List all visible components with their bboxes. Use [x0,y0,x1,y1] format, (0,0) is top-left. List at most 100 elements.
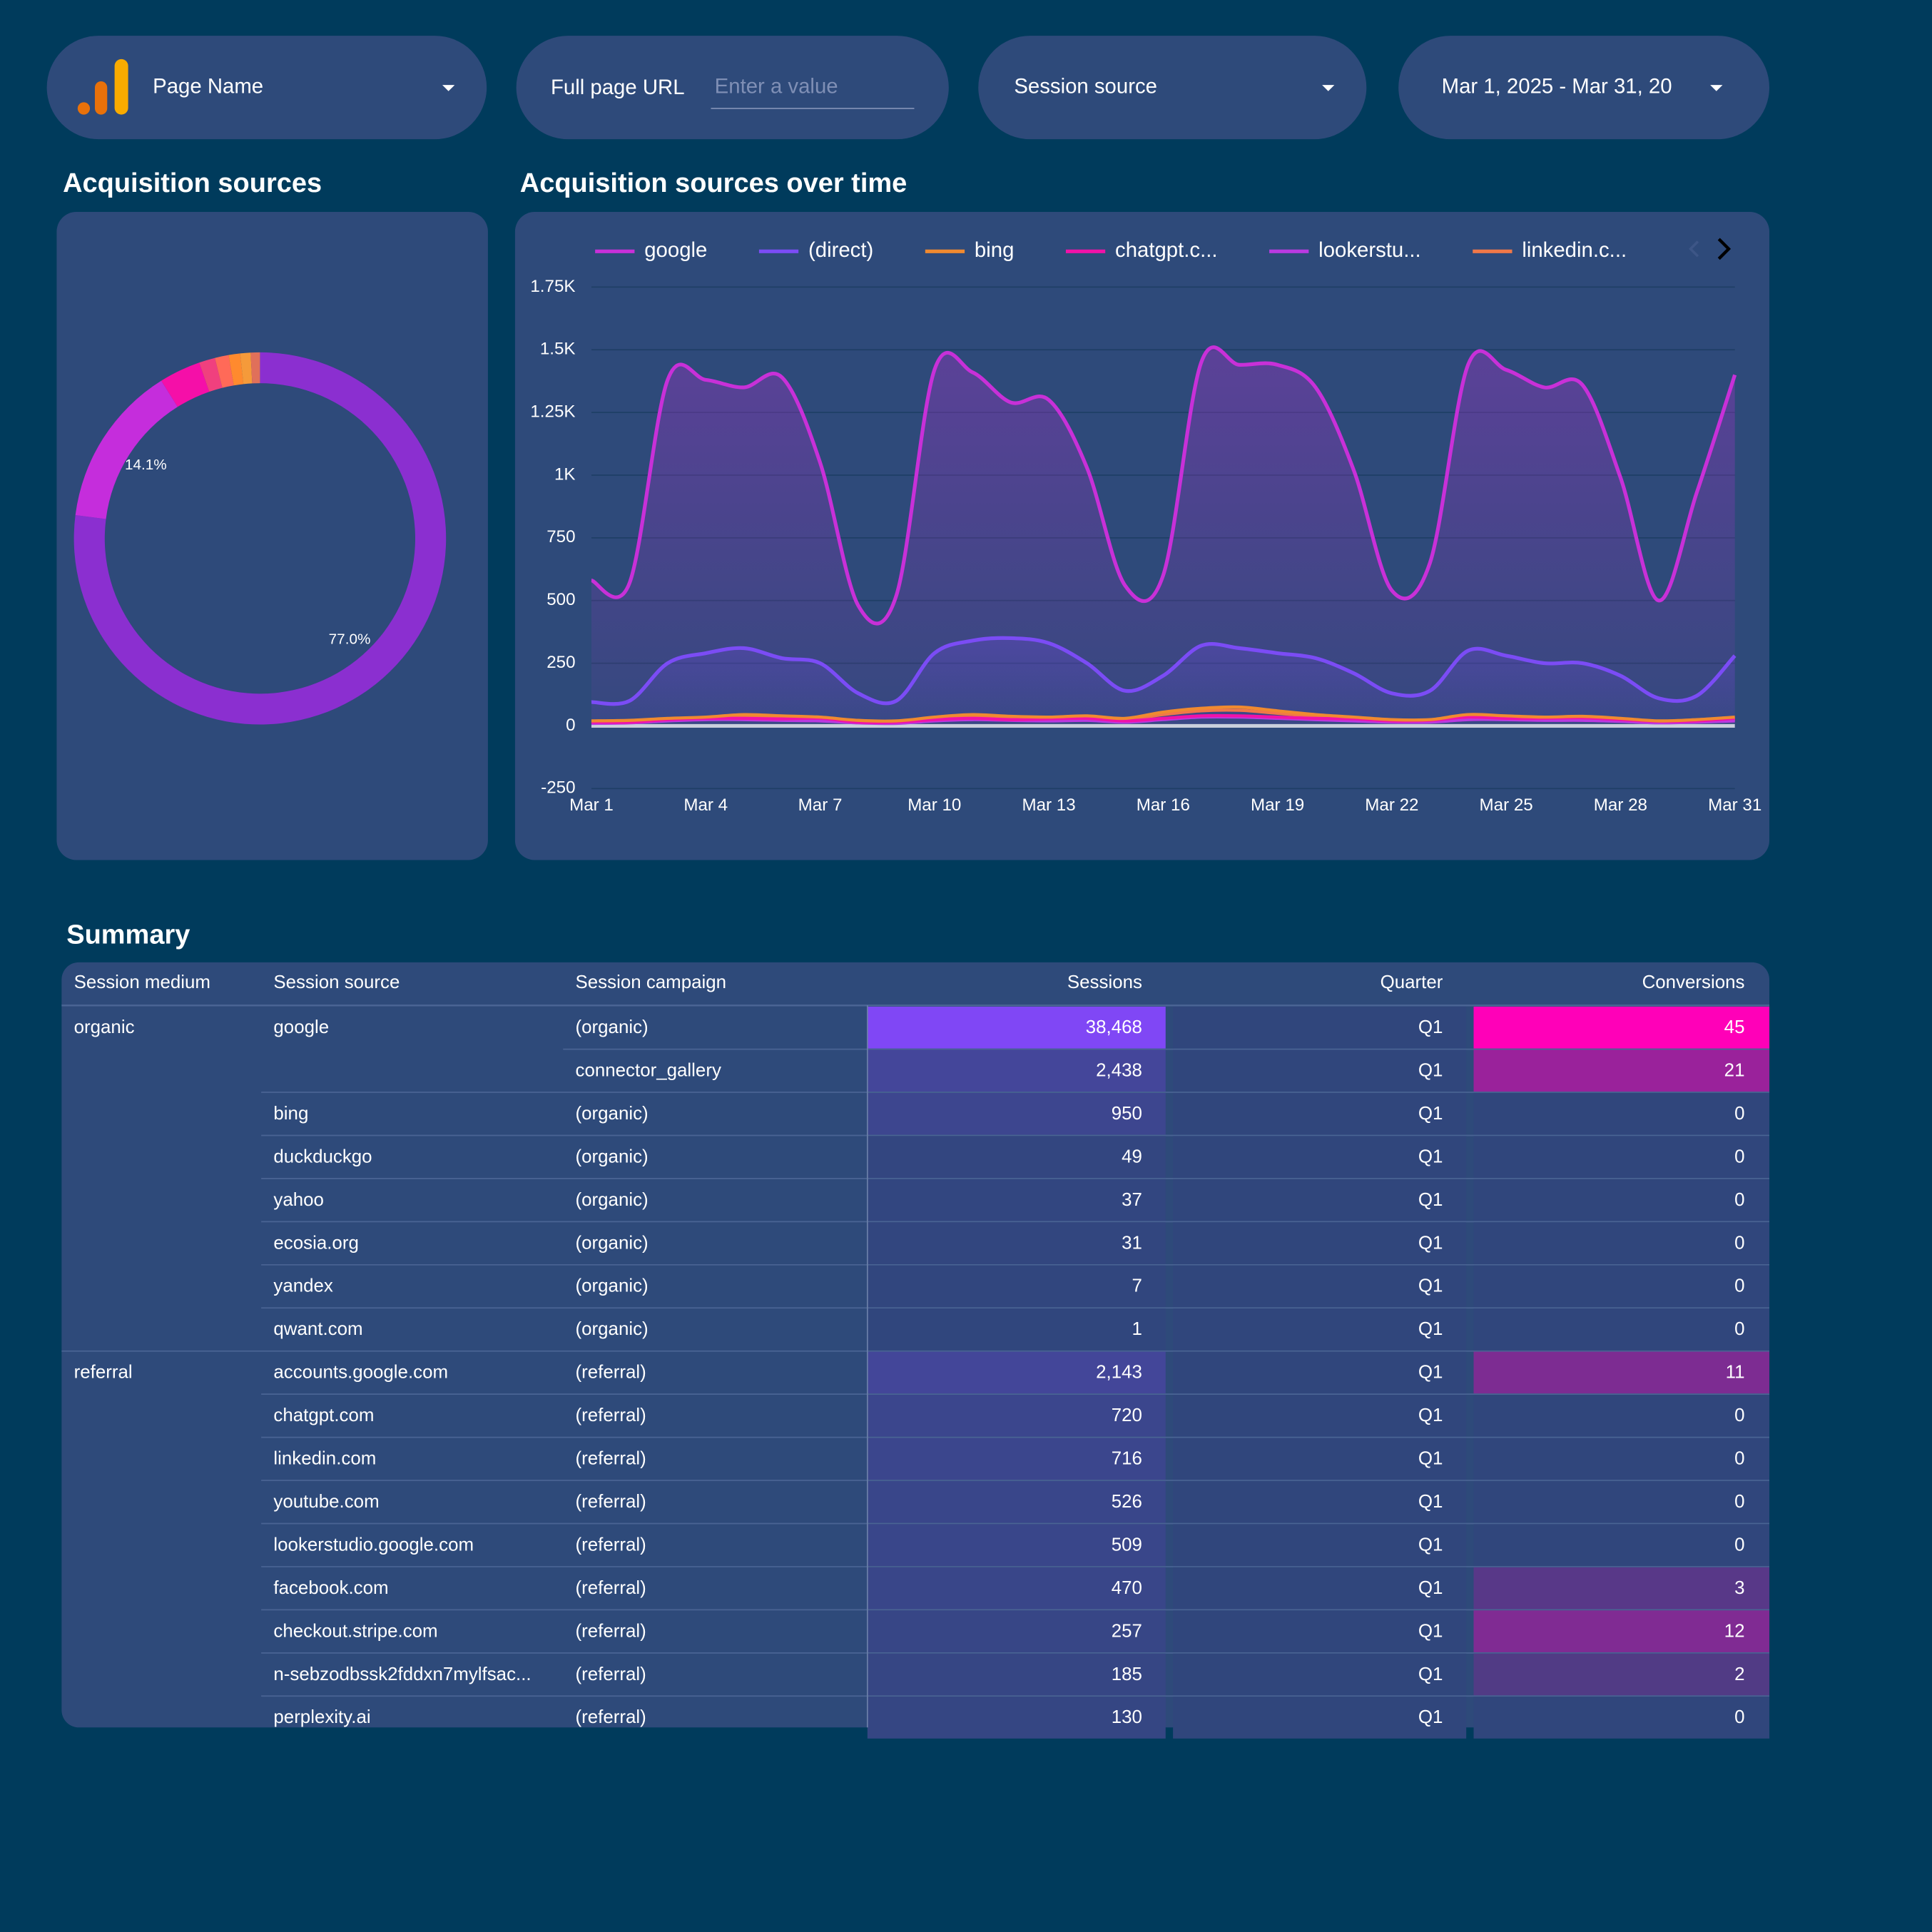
quarter-cell [1173,1222,1467,1264]
table-cell: (organic) [576,1276,649,1296]
table-cell: 0 [1734,1707,1744,1727]
table-cell: lookerstudio.google.com [273,1535,474,1555]
table-cell: (referral) [576,1363,646,1383]
sessions-cell [867,1006,1166,1049]
x-tick-label: Mar 25 [1480,795,1533,815]
chart-title: Acquisition sources over time [520,168,907,198]
sessions-cell [867,1049,1166,1092]
y-tick-label: 750 [546,527,575,546]
table-cell: Q1 [1418,1104,1443,1124]
table-cell: 1 [1132,1319,1142,1339]
logo [77,59,128,115]
x-tick-label: Mar 13 [1022,795,1075,815]
table-cell: 0 [1734,1535,1744,1555]
legend-label: bing [975,238,1014,262]
x-tick-label: Mar 4 [683,795,728,815]
y-tick-label: 1.5K [540,340,576,359]
conversions-cell [1473,1006,1770,1049]
table-cell: 7 [1132,1276,1142,1296]
quarter-cell [1173,1265,1467,1308]
table-cell: connector_gallery [576,1061,721,1081]
column-header: Session campaign [576,972,727,992]
table-cell: 0 [1734,1492,1744,1512]
table-cell: Q1 [1418,1276,1443,1296]
quarter-cell [1173,1136,1467,1179]
legend-label: (direct) [808,238,873,262]
table-cell: 716 [1112,1449,1142,1469]
table-cell: Q1 [1418,1621,1443,1641]
table-cell: Q1 [1418,1492,1443,1512]
filter-label: Full page URL [551,76,685,99]
conversions-cell [1473,1653,1770,1696]
legend-next[interactable] [1717,238,1732,260]
sessions-cell [867,1524,1166,1567]
table-cell: youtube.com [273,1492,379,1512]
quarter-cell [1173,1438,1467,1480]
conversions-cell [1473,1610,1770,1652]
quarter-cell [1173,1610,1467,1652]
quarter-cell [1173,1049,1467,1092]
conversions-cell [1473,1179,1770,1221]
table-cell: accounts.google.com [273,1363,448,1383]
table-cell: 3 [1734,1578,1744,1598]
table-cell: (referral) [576,1664,646,1684]
line [591,705,1735,723]
sessions-cell [867,1179,1166,1221]
url-input[interactable]: Enter a value [715,74,838,98]
line [591,636,1737,706]
table-cell: 12 [1724,1621,1745,1641]
table-cell: 509 [1112,1535,1142,1555]
table-cell: organic [74,1017,135,1037]
area [591,638,1735,726]
table-cell: Q1 [1418,1190,1443,1210]
x-tick-label: Mar 28 [1594,795,1647,815]
sessions-cell [867,1265,1166,1308]
quarter-cell [1173,1567,1467,1610]
table-cell: 2,438 [1096,1061,1142,1081]
table-cell: (organic) [576,1147,649,1166]
table-cell: google [273,1017,329,1037]
conversions-cell [1473,1395,1770,1437]
column-header: Sessions [1067,972,1142,992]
table-cell: 950 [1112,1104,1142,1124]
table-cell: 45 [1724,1017,1745,1037]
conversions-cell [1473,1697,1770,1739]
table-cell: 31 [1122,1233,1142,1253]
quarter-cell [1173,1653,1467,1696]
pie-slice [161,362,210,407]
table-cell: 0 [1734,1104,1744,1124]
date-range-filter[interactable] [1398,36,1770,140]
table-cell: (referral) [576,1449,646,1469]
session-source-filter[interactable] [978,36,1367,140]
y-tick-label: -250 [541,778,575,798]
y-tick-label: 500 [546,590,575,609]
pie-slice [199,357,223,392]
conversions-cell [1473,1567,1770,1610]
column-header: Quarter [1381,972,1443,992]
table-cell: yandex [273,1276,333,1296]
conversions-cell [1473,1265,1770,1308]
table-cell: 0 [1734,1276,1744,1296]
conversions-cell [1473,1480,1770,1523]
y-tick-label: 0 [566,716,575,735]
table-cell: 0 [1734,1147,1744,1166]
table-cell: (organic) [576,1017,649,1037]
table-cell: 11 [1726,1363,1745,1383]
x-tick-label: Mar 19 [1251,795,1304,815]
page-name-filter[interactable] [46,36,487,140]
filter-label: Page Name [153,74,263,98]
x-tick-label: Mar 10 [907,795,961,815]
sessions-cell [867,1697,1166,1739]
table-cell: linkedin.com [273,1449,376,1469]
sessions-cell [867,1653,1166,1696]
y-tick-label: 1K [554,464,576,484]
table-cell: chatgpt.com [273,1405,374,1425]
table-cell: (organic) [576,1190,649,1210]
conversions-cell [1473,1092,1770,1135]
sessions-cell [867,1136,1166,1179]
table-cell: (referral) [576,1405,646,1425]
table-cell: 2,143 [1096,1363,1142,1383]
conversions-cell [1473,1136,1770,1179]
